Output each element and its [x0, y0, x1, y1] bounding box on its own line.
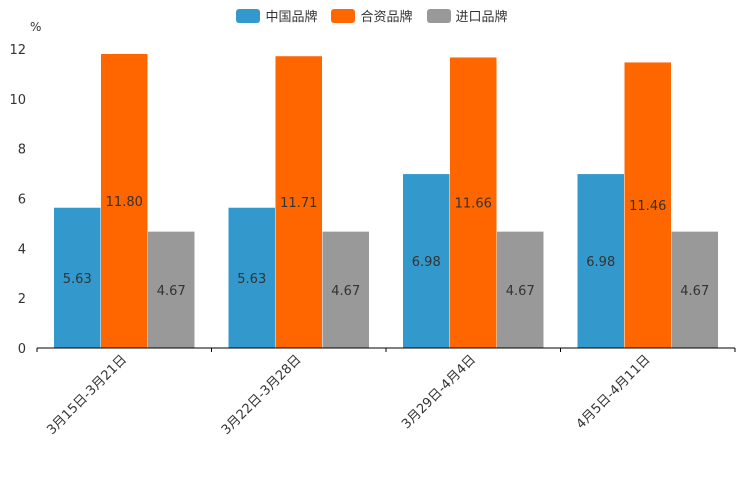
bar-value-label: 6.98 [412, 255, 441, 270]
x-tick-label: 3月22日-3月28日 [219, 352, 305, 438]
y-tick-label: 6 [18, 193, 26, 208]
x-tick-label: 3月29日-4月4日 [399, 352, 479, 432]
bar-value-label: 4.67 [506, 284, 535, 299]
bar[interactable] [577, 174, 625, 348]
bar[interactable] [101, 53, 148, 348]
legend-item-imported-brand[interactable]: 进口品牌 [426, 6, 508, 25]
bar-value-label: 11.66 [455, 197, 492, 212]
bar[interactable] [671, 231, 719, 348]
y-tick-label: 2 [18, 292, 26, 307]
bar-value-label: 11.71 [280, 196, 317, 211]
y-tick-label: 4 [18, 242, 26, 257]
x-tick-label: 3月15日-3月21日 [44, 352, 130, 438]
bar[interactable] [450, 57, 497, 348]
bar[interactable] [275, 56, 323, 349]
bar[interactable] [322, 231, 370, 348]
bar-value-label: 5.63 [63, 272, 92, 287]
x-tick-label: 4月5日-4月11日 [574, 352, 654, 432]
y-tick-label: 0 [18, 342, 26, 357]
bar-value-label: 4.67 [680, 284, 709, 299]
bar-value-label: 6.98 [586, 255, 615, 270]
bar-value-label: 11.80 [106, 195, 143, 210]
legend-label-joint-venture-brand: 合资品牌 [360, 10, 413, 25]
y-axis-unit: % [30, 20, 42, 34]
legend-label-imported-brand: 进口品牌 [455, 10, 508, 25]
bar-value-label: 4.67 [157, 284, 186, 299]
bar-value-label: 5.63 [237, 272, 266, 287]
bar-value-label: 11.46 [629, 199, 666, 214]
bar[interactable] [54, 207, 101, 348]
bar[interactable] [403, 174, 450, 348]
y-tick-label: 12 [9, 43, 26, 58]
bar-value-label: 4.67 [331, 284, 360, 299]
legend-swatch-china-brand [236, 8, 261, 23]
y-tick-label: 8 [18, 143, 26, 158]
legend-label-china-brand: 中国品牌 [265, 10, 318, 25]
legend-item-joint-venture-brand[interactable]: 合资品牌 [331, 6, 413, 25]
legend: 中国品牌 合资品牌 进口品牌 [0, 6, 744, 25]
legend-swatch-joint-venture-brand [331, 8, 356, 23]
bar[interactable] [497, 231, 544, 348]
y-tick-label: 10 [9, 93, 26, 108]
bar[interactable] [228, 207, 276, 348]
bar[interactable] [148, 231, 195, 348]
bar[interactable] [624, 62, 672, 349]
legend-swatch-imported-brand [426, 8, 451, 23]
legend-item-china-brand[interactable]: 中国品牌 [236, 6, 317, 25]
